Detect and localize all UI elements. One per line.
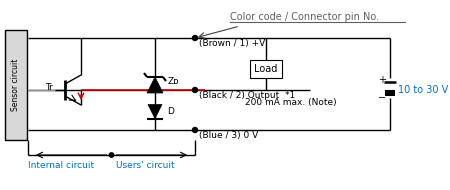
Circle shape	[193, 127, 198, 132]
Text: +: +	[378, 75, 386, 85]
Text: D: D	[167, 107, 174, 116]
Circle shape	[193, 36, 198, 40]
Text: 10 to 30 V DC: 10 to 30 V DC	[398, 85, 450, 95]
Circle shape	[193, 88, 198, 93]
Text: Tr: Tr	[45, 83, 53, 93]
Text: 200 mA max. (Note): 200 mA max. (Note)	[245, 98, 337, 107]
Circle shape	[109, 153, 114, 157]
Text: (Black / 2) Output  *1: (Black / 2) Output *1	[199, 91, 295, 100]
Text: (Brown / 1) +V: (Brown / 1) +V	[199, 39, 265, 48]
Bar	[385, 90, 395, 96]
Text: Load: Load	[254, 64, 278, 74]
Polygon shape	[148, 105, 162, 119]
Text: (Blue / 3) 0 V: (Blue / 3) 0 V	[199, 131, 258, 140]
Text: Color code / Connector pin No.: Color code / Connector pin No.	[230, 12, 379, 22]
Text: Internal circuit: Internal circuit	[28, 161, 94, 170]
Text: −: −	[378, 93, 386, 103]
Bar	[250, 60, 282, 78]
Text: Users' circuit: Users' circuit	[116, 161, 174, 170]
Polygon shape	[147, 77, 163, 93]
Bar	[5, 30, 27, 140]
Text: Zᴅ: Zᴅ	[168, 77, 180, 86]
Text: Sensor circuit: Sensor circuit	[12, 59, 21, 111]
